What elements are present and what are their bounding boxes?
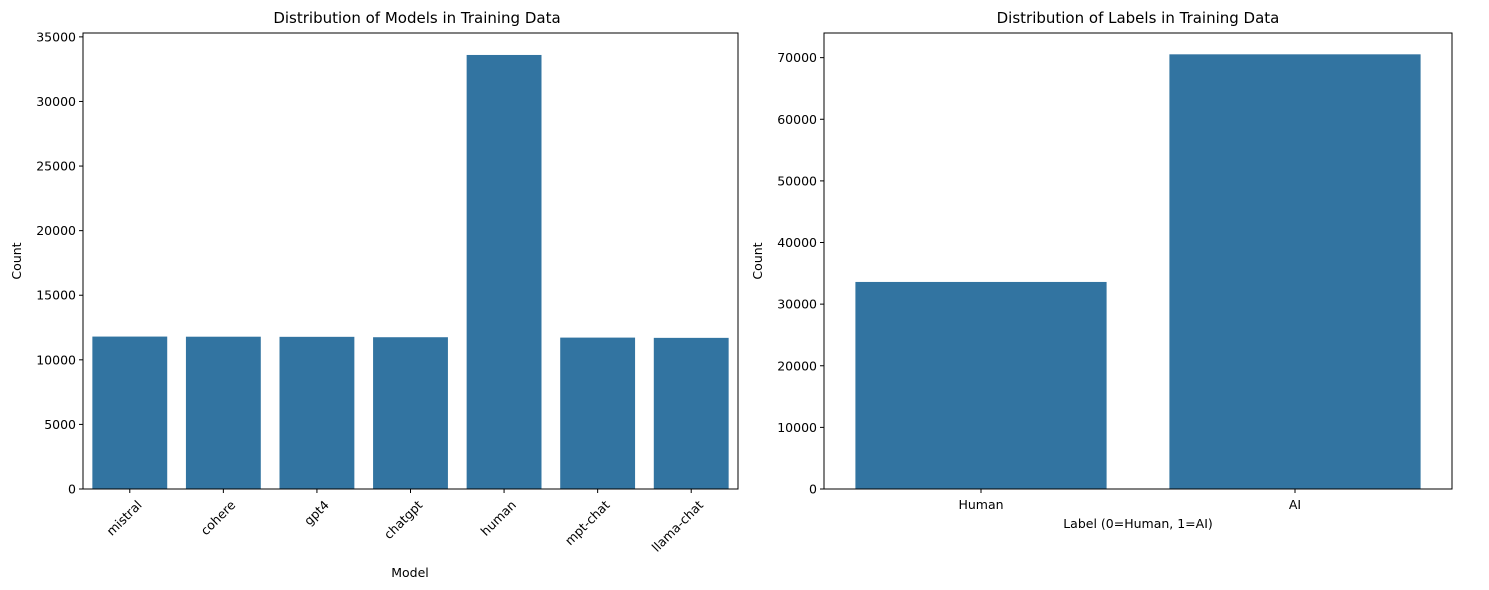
x-axis-ticks: Human AI	[958, 489, 1301, 512]
bar-mpt-chat	[560, 337, 636, 489]
y-axis-label: Count	[750, 242, 765, 279]
chart-title: Distribution of Labels in Training Data	[997, 9, 1280, 27]
x-tick-label: gpt4	[301, 497, 332, 528]
y-axis-ticks: 0 5000 10000 15000 20000 25000 30000 35000	[36, 29, 83, 497]
models-chart: Distribution of Models in Training Data …	[9, 9, 739, 580]
y-tick-label: 25000	[36, 159, 76, 174]
bar-cohere	[185, 336, 261, 489]
x-axis-ticks: mistral cohere gpt4 chatgpt human mpt-chat lla…	[103, 489, 706, 555]
x-tick-label: llama-chat	[649, 497, 707, 555]
y-tick-label: 30000	[777, 297, 817, 312]
x-tick-label: Human	[958, 497, 1003, 512]
y-tick-label: 20000	[777, 358, 817, 373]
y-axis-label: Count	[9, 242, 24, 279]
y-tick-label: 70000	[777, 50, 817, 65]
y-axis-ticks: 0 10000 20000 30000 40000 50000 60000 70000	[777, 50, 824, 497]
plot-frame	[823, 32, 1453, 490]
y-tick-label: 60000	[777, 112, 817, 127]
y-tick-label: 15000	[36, 288, 76, 303]
y-tick-label: 10000	[777, 420, 817, 435]
x-tick-label: human	[478, 497, 519, 538]
bar-group	[92, 54, 729, 490]
x-tick-label: cohere	[197, 497, 238, 538]
x-axis-label: Model	[391, 565, 429, 580]
bar-gpt4	[279, 336, 355, 489]
y-tick-label: 50000	[777, 173, 817, 188]
plot-frame	[82, 32, 739, 490]
y-tick-label: 0	[68, 482, 76, 497]
bar-group	[855, 54, 1421, 489]
labels-chart: Distribution of Labels in Training Data …	[750, 9, 1453, 531]
bar-llama-chat	[653, 337, 729, 489]
x-tick-label: chatgpt	[381, 497, 426, 542]
chart-title: Distribution of Models in Training Data	[273, 9, 560, 27]
y-tick-label: 35000	[36, 29, 76, 44]
y-tick-label: 20000	[36, 223, 76, 238]
x-tick-label: mpt-chat	[562, 497, 613, 548]
x-tick-label: mistral	[103, 497, 144, 538]
bar-human	[466, 54, 542, 490]
y-tick-label: 10000	[36, 352, 76, 367]
bar-chatgpt	[373, 337, 448, 489]
x-tick-label: AI	[1289, 497, 1301, 512]
bar-AI	[1169, 54, 1421, 489]
y-tick-label: 0	[809, 482, 817, 497]
bar-mistral	[92, 336, 168, 489]
x-axis-label: Label (0=Human, 1=AI)	[1063, 516, 1213, 531]
y-tick-label: 5000	[44, 417, 76, 432]
y-tick-label: 30000	[36, 94, 76, 109]
bar-Human	[855, 281, 1107, 489]
y-tick-label: 40000	[777, 235, 817, 250]
